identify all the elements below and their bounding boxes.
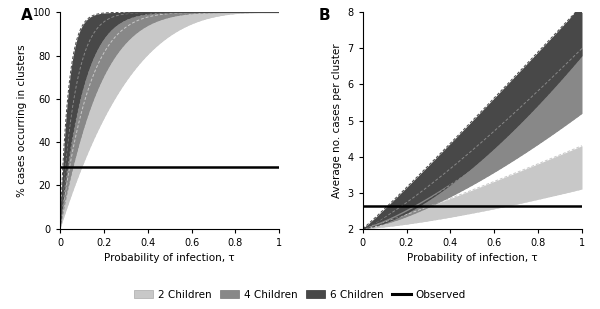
Text: A: A: [20, 8, 32, 23]
Y-axis label: % cases occurring in clusters: % cases occurring in clusters: [17, 44, 27, 197]
Text: B: B: [319, 8, 331, 23]
X-axis label: Probability of infection, τ: Probability of infection, τ: [407, 253, 538, 263]
X-axis label: Probability of infection, τ: Probability of infection, τ: [104, 253, 235, 263]
Y-axis label: Average no. cases per cluster: Average no. cases per cluster: [332, 43, 342, 198]
Legend: 2 Children, 4 Children, 6 Children, Observed: 2 Children, 4 Children, 6 Children, Obse…: [130, 286, 470, 304]
